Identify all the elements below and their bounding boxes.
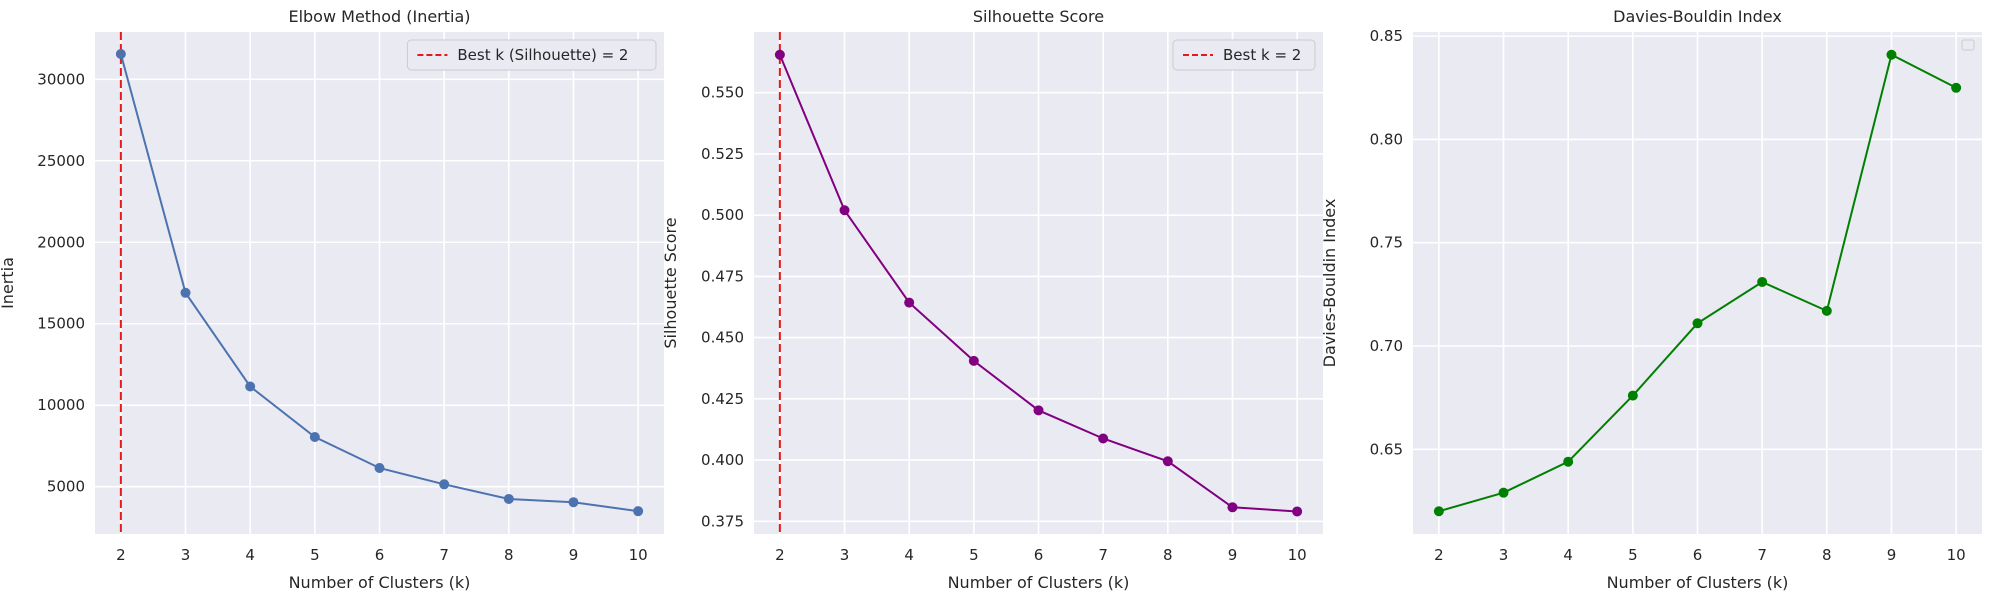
legend [1961, 39, 1975, 51]
y-tick-label: 0.400 [701, 451, 744, 469]
y-tick-label: 15000 [37, 315, 85, 333]
legend-box [1961, 39, 1975, 51]
x-tick-label: 10 [629, 546, 648, 564]
x-tick-label: 9 [569, 546, 579, 564]
legend-box [406, 39, 657, 71]
x-tick-label: 4 [1563, 546, 1573, 564]
y-tick-label: 30000 [37, 70, 85, 88]
data-point [1951, 82, 1962, 93]
legend: Best k (Silhouette) = 2 [406, 39, 657, 71]
x-tick-label: 5 [1628, 546, 1638, 564]
x-tick-label: 2 [116, 546, 126, 564]
y-tick-label: 0.450 [701, 329, 744, 347]
x-axis-label: Number of Clusters (k) [948, 573, 1130, 592]
data-point [633, 506, 644, 517]
y-tick-label: 5000 [47, 478, 85, 496]
x-tick-label: 7 [439, 546, 449, 564]
y-tick-label: 0.525 [701, 145, 744, 163]
x-tick-label: 10 [1288, 546, 1307, 564]
x-tick-label: 8 [1822, 546, 1832, 564]
x-tick-label: 9 [1228, 546, 1238, 564]
x-axis-label: Number of Clusters (k) [1607, 573, 1789, 592]
data-point [1821, 305, 1832, 316]
y-axis-label: Silhouette Score [661, 217, 680, 348]
y-tick-label: 0.500 [701, 206, 744, 224]
data-point [1227, 502, 1238, 513]
data-point [503, 493, 514, 504]
chart-title: Davies-Bouldin Index [1613, 7, 1782, 26]
legend-label: Best k (Silhouette) = 2 [457, 46, 628, 64]
data-point [904, 297, 915, 308]
data-point [180, 287, 191, 298]
data-point [1292, 506, 1303, 517]
x-tick-label: 7 [1098, 546, 1108, 564]
y-tick-label: 10000 [37, 396, 85, 414]
data-point [1886, 49, 1897, 60]
data-point [1162, 456, 1173, 467]
x-tick-label: 4 [904, 546, 914, 564]
y-tick-label: 0.85 [1370, 27, 1403, 45]
x-tick-label: 6 [375, 546, 385, 564]
data-point [1563, 456, 1574, 467]
legend-box [1172, 39, 1316, 71]
data-point [1627, 390, 1638, 401]
data-point [439, 479, 450, 490]
data-point [1433, 506, 1444, 517]
x-tick-label: 8 [1163, 546, 1173, 564]
chart-panel-1: 2 3 4 5 6 7 8 9 10 5000 10000 15000 20000 25000 30000 E… [0, 7, 664, 592]
data-point [774, 49, 785, 60]
x-tick-label: 6 [1034, 546, 1044, 564]
data-point [968, 355, 979, 366]
x-tick-label: 3 [1499, 546, 1509, 564]
x-tick-label: 5 [969, 546, 979, 564]
y-tick-label: 0.375 [701, 512, 744, 530]
data-point [1498, 487, 1509, 498]
data-point [115, 49, 126, 60]
y-tick-label: 0.80 [1370, 130, 1403, 148]
chart-panel-2: 2 3 4 5 6 7 8 9 10 0.375 0.400 0.425 0.450 0.475 0.500… [661, 7, 1323, 592]
x-tick-label: 3 [181, 546, 191, 564]
data-point [245, 381, 256, 392]
x-tick-label: 6 [1693, 546, 1703, 564]
y-tick-label: 0.425 [701, 390, 744, 408]
y-tick-label: 0.475 [701, 267, 744, 285]
data-point [1692, 318, 1703, 329]
x-axis-label: Number of Clusters (k) [289, 573, 471, 592]
legend: Best k = 2 [1172, 39, 1316, 71]
x-tick-label: 3 [840, 546, 850, 564]
x-tick-label: 7 [1757, 546, 1767, 564]
y-axis-label: Davies-Bouldin Index [1320, 199, 1339, 368]
data-point [1098, 433, 1109, 444]
data-point [309, 432, 320, 443]
x-tick-label: 2 [775, 546, 785, 564]
y-axis-label: Inertia [0, 257, 17, 309]
y-tick-label: 0.70 [1370, 337, 1403, 355]
legend-label: Best k = 2 [1223, 46, 1301, 64]
x-tick-label: 10 [1947, 546, 1966, 564]
x-tick-label: 8 [504, 546, 514, 564]
y-tick-label: 0.550 [701, 84, 744, 102]
x-tick-label: 5 [310, 546, 320, 564]
grid [1413, 32, 1982, 534]
data-point [839, 205, 850, 216]
data-point [374, 462, 385, 473]
y-tick-label: 20000 [37, 233, 85, 251]
data-point [1033, 405, 1044, 416]
data-point [1757, 276, 1768, 287]
chart-title: Silhouette Score [973, 7, 1104, 26]
x-tick-label: 9 [1887, 546, 1897, 564]
grid [754, 32, 1323, 534]
grid [95, 32, 664, 534]
chart-title: Elbow Method (Inertia) [288, 7, 470, 26]
x-tick-label: 4 [245, 546, 255, 564]
data-point [568, 497, 579, 508]
x-tick-label: 2 [1434, 546, 1444, 564]
chart-panel-3: 2 3 4 5 6 7 8 9 10 0.65 0.70 0.75 0.80 0.85 Davies-Bou… [1320, 7, 1982, 592]
y-tick-label: 0.65 [1370, 440, 1403, 458]
y-tick-label: 25000 [37, 152, 85, 170]
y-tick-label: 0.75 [1370, 234, 1403, 252]
